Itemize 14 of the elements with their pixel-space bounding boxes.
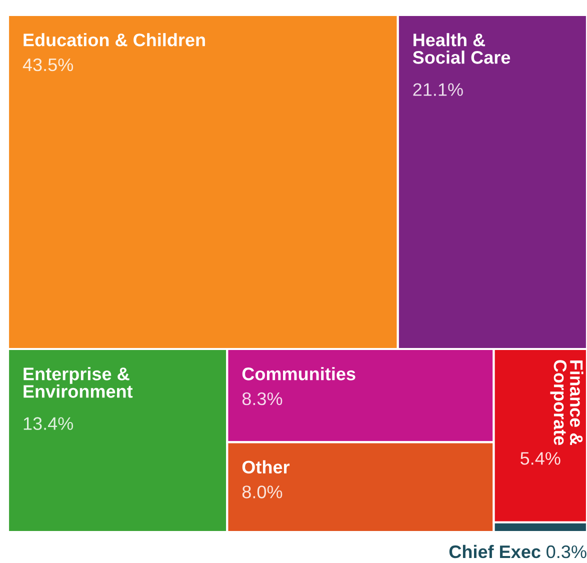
data-label: 43.5% bbox=[22, 58, 74, 72]
data-label: 0.3% bbox=[546, 545, 586, 558]
category-label: Education & Children bbox=[24, 33, 205, 46]
data-label: 21.1% bbox=[413, 83, 463, 96]
data-label: 13.4% bbox=[24, 417, 74, 430]
data-label: 5.4% bbox=[520, 452, 560, 465]
data-label: 8.0% bbox=[242, 486, 282, 498]
data-label: 8.3% bbox=[242, 392, 282, 406]
category-label: Enterprise & Environment bbox=[24, 367, 133, 398]
category-label: Other bbox=[242, 460, 290, 474]
category-label: Finance & Corporate bbox=[550, 360, 584, 446]
category-label: Chief Exec bbox=[449, 544, 540, 558]
category-label: Communities bbox=[242, 367, 356, 380]
category-label: Health & Social Care bbox=[412, 33, 510, 64]
